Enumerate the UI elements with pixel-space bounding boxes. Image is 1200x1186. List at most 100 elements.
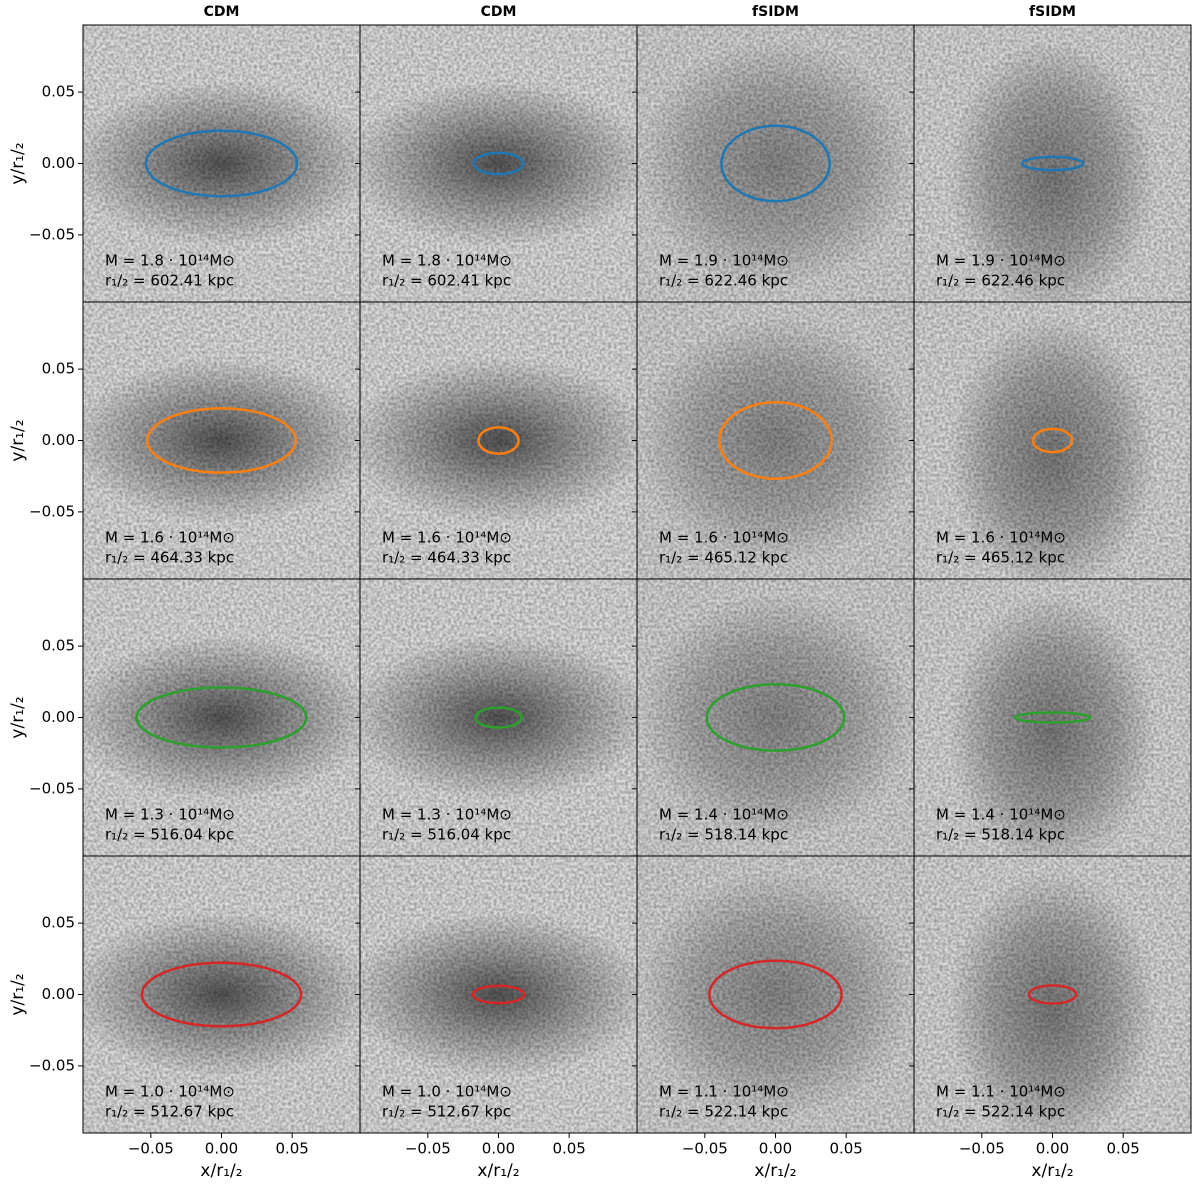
shape-ellipse	[705, 683, 846, 752]
density-noise	[360, 856, 637, 1133]
x-tick-label: −0.05	[405, 1140, 451, 1158]
radius-label: r₁/₂ = 602.41 kpc	[105, 272, 234, 290]
column-title: CDM	[481, 4, 517, 20]
radius-label: r₁/₂ = 516.04 kpc	[105, 826, 234, 844]
radius-label: r₁/₂ = 464.33 kpc	[382, 549, 511, 567]
shape-ellipse	[472, 151, 525, 176]
y-tick-label: −0.05	[29, 1056, 75, 1074]
shape-ellipse	[1031, 427, 1074, 454]
mass-label: M = 1.8 · 10¹⁴M⊙	[382, 252, 512, 270]
shape-ellipse	[720, 124, 831, 203]
mass-label: M = 1.1 · 10¹⁴M⊙	[936, 1083, 1066, 1101]
shape-ellipse	[471, 984, 526, 1005]
mass-label: M = 1.4 · 10¹⁴M⊙	[936, 806, 1066, 824]
y-tick-label: 0.05	[42, 360, 75, 378]
column-title: fSIDM	[1029, 4, 1076, 20]
shape-ellipse	[1013, 711, 1092, 724]
x-tick-label: −0.05	[128, 1140, 174, 1158]
density-noise	[637, 302, 914, 579]
radius-label: r₁/₂ = 622.46 kpc	[659, 272, 788, 290]
shape-ellipse	[1020, 155, 1085, 172]
mass-label: M = 1.1 · 10¹⁴M⊙	[659, 1083, 789, 1101]
radius-label: r₁/₂ = 522.14 kpc	[936, 1103, 1065, 1121]
x-tick-label: 0.00	[759, 1140, 792, 1158]
density-noise	[637, 579, 914, 856]
mass-label: M = 1.4 · 10¹⁴M⊙	[659, 806, 789, 824]
radius-label: r₁/₂ = 622.46 kpc	[936, 272, 1065, 290]
radius-label: r₁/₂ = 518.14 kpc	[936, 826, 1065, 844]
mass-label: M = 1.8 · 10¹⁴M⊙	[105, 252, 235, 270]
radius-label: r₁/₂ = 522.14 kpc	[659, 1103, 788, 1121]
y-tick-label: 0.05	[42, 637, 75, 655]
column-title: fSIDM	[752, 4, 799, 20]
density-noise	[360, 302, 637, 579]
mass-label: M = 1.6 · 10¹⁴M⊙	[659, 529, 789, 547]
shape-ellipse	[718, 400, 833, 481]
mass-label: M = 1.6 · 10¹⁴M⊙	[382, 529, 512, 547]
y-tick-label: −0.05	[29, 779, 75, 797]
density-noise	[360, 579, 637, 856]
x-tick-label: 0.05	[829, 1140, 862, 1158]
density-noise	[83, 579, 360, 856]
density-noise	[914, 579, 1191, 856]
x-tick-label: 0.00	[482, 1140, 515, 1158]
radius-label: r₁/₂ = 518.14 kpc	[659, 826, 788, 844]
mass-label: M = 1.3 · 10¹⁴M⊙	[105, 806, 235, 824]
y-tick-label: 0.00	[42, 431, 75, 449]
x-axis-label: x/r₁/₂	[754, 1161, 796, 1181]
density-noise	[83, 302, 360, 579]
mass-label: M = 1.3 · 10¹⁴M⊙	[382, 806, 512, 824]
radius-label: r₁/₂ = 512.67 kpc	[105, 1103, 234, 1121]
mass-label: M = 1.9 · 10¹⁴M⊙	[659, 252, 789, 270]
x-tick-label: 0.05	[552, 1140, 585, 1158]
mass-label: M = 1.0 · 10¹⁴M⊙	[382, 1083, 512, 1101]
shape-ellipse	[135, 686, 308, 749]
shape-ellipse	[1027, 984, 1078, 1005]
radius-label: r₁/₂ = 516.04 kpc	[382, 826, 511, 844]
column-title: CDM	[204, 4, 240, 20]
y-tick-label: 0.05	[42, 83, 75, 101]
x-axis-label: x/r₁/₂	[1031, 1161, 1073, 1181]
density-noise	[637, 856, 914, 1133]
density-noise	[83, 856, 360, 1133]
shape-ellipse	[140, 961, 303, 1028]
density-noise	[914, 302, 1191, 579]
y-tick-label: 0.00	[42, 708, 75, 726]
mass-label: M = 1.6 · 10¹⁴M⊙	[936, 529, 1066, 547]
radius-label: r₁/₂ = 464.33 kpc	[105, 549, 234, 567]
mass-label: M = 1.0 · 10¹⁴M⊙	[105, 1083, 235, 1101]
y-tick-label: 0.00	[42, 154, 75, 172]
shape-ellipse	[477, 426, 520, 455]
x-tick-label: 0.05	[1106, 1140, 1139, 1158]
y-axis-label: y/r₁/₂	[8, 142, 28, 184]
mass-label: M = 1.6 · 10¹⁴M⊙	[105, 529, 235, 547]
shape-ellipse	[146, 407, 297, 474]
y-axis-label: y/r₁/₂	[8, 419, 28, 461]
shape-ellipse	[474, 706, 523, 729]
radius-label: r₁/₂ = 512.67 kpc	[382, 1103, 511, 1121]
x-tick-label: 0.00	[205, 1140, 238, 1158]
x-tick-label: 0.05	[275, 1140, 308, 1158]
density-noise	[914, 25, 1191, 302]
radius-label: r₁/₂ = 602.41 kpc	[382, 272, 511, 290]
x-axis-label: x/r₁/₂	[200, 1161, 242, 1181]
shape-ellipse	[708, 959, 843, 1030]
y-axis-label: y/r₁/₂	[8, 696, 28, 738]
y-tick-label: 0.00	[42, 985, 75, 1003]
mass-label: M = 1.9 · 10¹⁴M⊙	[936, 252, 1066, 270]
y-tick-label: 0.05	[42, 914, 75, 932]
y-tick-label: −0.05	[29, 225, 75, 243]
density-noise	[360, 25, 637, 302]
shape-ellipse	[144, 129, 299, 198]
radius-label: r₁/₂ = 465.12 kpc	[659, 549, 788, 567]
density-noise	[83, 25, 360, 302]
y-axis-label: y/r₁/₂	[8, 973, 28, 1015]
x-tick-label: 0.00	[1036, 1140, 1069, 1158]
y-tick-label: −0.05	[29, 502, 75, 520]
x-tick-label: −0.05	[682, 1140, 728, 1158]
density-noise	[914, 856, 1191, 1133]
x-axis-label: x/r₁/₂	[477, 1161, 519, 1181]
radius-label: r₁/₂ = 465.12 kpc	[936, 549, 1065, 567]
density-noise	[637, 25, 914, 302]
